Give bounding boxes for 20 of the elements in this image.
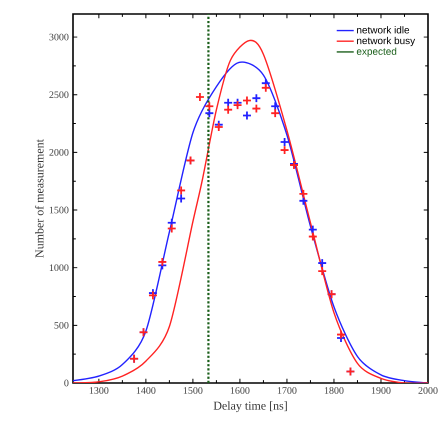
y-tick-label: 500 <box>54 322 69 329</box>
x-tick-label: 1500 <box>184 387 202 394</box>
y-tick-label: 0 <box>64 380 69 386</box>
x-axis-title: Delay time [ns] <box>214 401 287 412</box>
x-tick-label: 2000 <box>418 387 438 394</box>
ref-line-label: expected <box>356 48 396 57</box>
y-tick-label: 2500 <box>49 91 69 98</box>
legend-label: network busy <box>357 36 416 46</box>
legend-label: network idle <box>357 26 410 34</box>
x-tick-label: 1600 <box>230 387 250 394</box>
x-tick-label: 1900 <box>372 387 391 394</box>
x-tick-label: 1700 <box>278 387 297 394</box>
x-tick-label: 1800 <box>324 387 344 394</box>
x-tick-label: 1300 <box>90 387 108 394</box>
x-tick-label: 1400 <box>136 387 156 394</box>
y-tick-label: 3000 <box>49 34 69 40</box>
y-tick-label: 1500 <box>50 206 69 214</box>
y-tick-label: 1000 <box>50 264 69 272</box>
y-axis-title: Number of measurement <box>34 139 44 258</box>
y-tick-label: 2000 <box>49 149 69 156</box>
